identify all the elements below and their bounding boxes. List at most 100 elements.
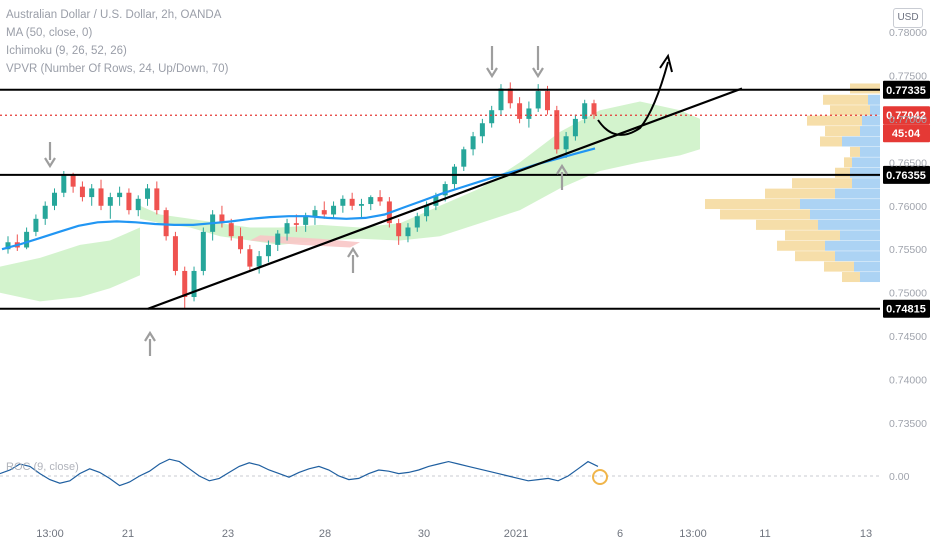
vpvr-bar-down — [830, 105, 870, 116]
price-axis[interactable]: 0.78000 0.77500 0.77000 0.76500 0.76000 0.755… — [889, 27, 927, 430]
roc-zero-label: 0.00 — [889, 471, 910, 483]
candle-up — [312, 210, 318, 217]
vpvr-bar-down — [842, 272, 860, 283]
candle-down — [172, 236, 178, 271]
vpvr-bar-down — [825, 126, 860, 137]
vpvr-bar-down — [765, 188, 835, 199]
vpvr-bar-down — [835, 167, 850, 178]
time-tick-label: 11 — [759, 528, 770, 540]
candle-up — [200, 231, 206, 271]
trendlines[interactable] — [147, 53, 743, 310]
price-tick-label: 0.74500 — [889, 331, 927, 343]
vpvr-bar-down — [820, 136, 842, 147]
vpvr-bar-up — [862, 115, 880, 126]
arrow-head — [556, 163, 568, 175]
time-tick-label: 13:00 — [36, 528, 64, 540]
price-label-box — [883, 165, 930, 184]
candle-up — [461, 149, 467, 167]
candle-up — [265, 244, 271, 257]
price-tick-label: 0.75500 — [889, 244, 927, 256]
candle-up — [526, 108, 532, 119]
cloud-bullish-left — [0, 227, 140, 302]
candle-up — [479, 123, 485, 137]
ma-legend[interactable]: MA (50, close, 0) — [6, 27, 93, 39]
candle-down — [219, 214, 225, 224]
time-tick-label: 23 — [222, 528, 234, 540]
candle-down — [126, 192, 132, 211]
vpvr-bar-down — [792, 178, 852, 189]
candle-down — [349, 198, 355, 206]
vpvr-legend[interactable]: VPVR (Number Of Rows, 24, Up/Down, 70) — [6, 63, 229, 75]
candle-up — [61, 175, 67, 193]
candle-up — [33, 218, 39, 232]
vpvr-bar-down — [785, 230, 840, 241]
symbol-title[interactable]: Australian Dollar / U.S. Dollar, 2h, OAN… — [6, 9, 222, 21]
horizontal-levels[interactable]: 0.77335 0.77042 45:04 0.76355 0.74815 — [0, 80, 930, 318]
ma-line — [1, 147, 596, 251]
price-label-box — [883, 106, 930, 125]
vpvr-bar-up — [825, 240, 880, 251]
vpvr-bar-up — [852, 178, 880, 189]
currency-button[interactable]: USD — [893, 8, 923, 28]
candle-down — [591, 103, 597, 115]
vpvr-bar-up — [860, 146, 880, 157]
vpvr-bar-up — [835, 251, 880, 262]
vpvr-bar-up — [868, 94, 880, 105]
candle-up — [340, 198, 346, 206]
vpvr-bar-up — [818, 219, 880, 230]
candle-up — [256, 256, 262, 267]
candle-up — [572, 118, 578, 137]
vpvr-bar-down — [850, 146, 860, 157]
price-tick-label: 0.77500 — [889, 70, 927, 82]
ichimoku-legend[interactable]: Ichimoku (9, 26, 52, 26) — [6, 45, 127, 57]
vpvr-bar-down — [850, 83, 880, 94]
candle-down — [507, 88, 513, 104]
arrow-head — [532, 67, 544, 79]
candle-up — [303, 216, 309, 225]
arrow-head — [44, 157, 56, 169]
candle-up — [135, 198, 141, 211]
roc-line — [0, 458, 599, 487]
vpvr-bar-down — [720, 209, 810, 220]
price-label-text: 0.77042 — [886, 110, 926, 122]
candle-up — [89, 188, 95, 198]
candle-down — [163, 210, 169, 237]
price-tick-label: 0.76000 — [889, 201, 927, 213]
price-tick-label: 0.73500 — [889, 418, 927, 430]
price-tick-label: 0.75000 — [889, 288, 927, 300]
time-tick-label: 21 — [122, 528, 134, 540]
candle-down — [293, 223, 299, 225]
time-tick-label: 13:00 — [679, 528, 707, 540]
candle-down — [554, 110, 560, 150]
time-axis[interactable]: 13:00 21 23 28 30 2021 6 13:00 11 13 — [36, 528, 872, 540]
candle-up — [52, 192, 58, 206]
vpvr-bar-down — [844, 157, 852, 168]
candle-up — [107, 197, 113, 206]
vpvr-bar-up — [870, 105, 880, 116]
candle-down — [228, 223, 234, 237]
projection-curve — [597, 61, 669, 136]
vpvr-bar-up — [835, 188, 880, 199]
vpvr-bar-up — [840, 230, 880, 241]
vpvr-bar-down — [795, 251, 835, 262]
candle-up — [191, 270, 197, 298]
vpvr-profile — [705, 83, 880, 283]
ma-line-group — [1, 147, 596, 251]
candle-down — [154, 188, 160, 211]
vpvr-bar-up — [810, 209, 880, 220]
roc-legend[interactable]: ROC (9, close) — [6, 461, 79, 473]
arrow-head — [347, 246, 359, 258]
candle-up — [498, 88, 504, 111]
candle-up — [5, 242, 11, 250]
vpvr-bar-up — [842, 136, 880, 147]
candle-up — [414, 216, 420, 228]
vpvr-bar-down — [823, 94, 868, 105]
trendline-support — [147, 87, 743, 310]
price-label-box — [883, 124, 930, 143]
price-label-text: 0.76355 — [886, 170, 926, 182]
candle-up — [535, 91, 541, 109]
candle-down — [544, 91, 550, 111]
candle-up — [331, 205, 337, 215]
